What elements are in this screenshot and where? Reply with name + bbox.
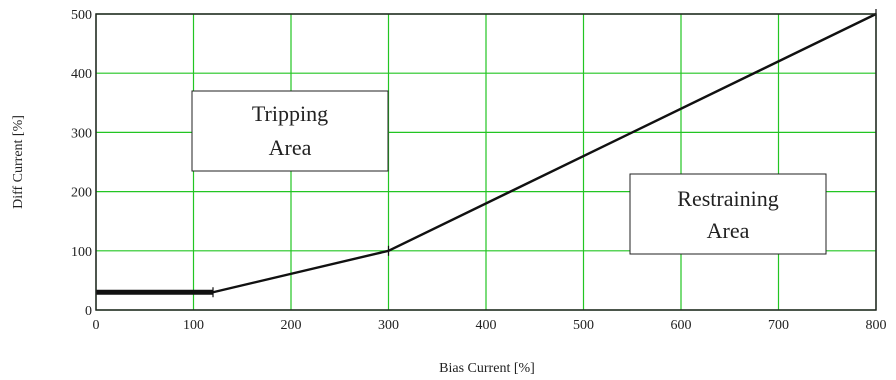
x-tick-700: 700 xyxy=(768,318,789,333)
y-axis-label: Diff Current [%] xyxy=(11,115,26,209)
y-tick-0: 0 xyxy=(85,304,92,319)
restraining-area-box: Restraining Area xyxy=(629,173,827,255)
x-tick-400: 400 xyxy=(476,318,497,333)
x-tick-labels: 0 100 200 300 400 500 600 700 800 xyxy=(93,318,887,333)
y-tick-200: 200 xyxy=(71,186,92,201)
y-tick-400: 400 xyxy=(71,67,92,82)
restraining-area-line2: Area xyxy=(707,218,750,243)
tripping-area-line2: Area xyxy=(269,135,312,160)
x-tick-300: 300 xyxy=(378,318,399,333)
x-tick-500: 500 xyxy=(573,318,594,333)
plot-frame xyxy=(95,13,877,311)
x-tick-200: 200 xyxy=(281,318,302,333)
y-tick-labels: 0 100 200 300 400 500 xyxy=(71,8,92,319)
series-layer xyxy=(96,9,877,298)
x-tick-100: 100 xyxy=(183,318,204,333)
y-tick-100: 100 xyxy=(71,245,92,260)
tripping-area-line1: Tripping xyxy=(252,101,328,126)
x-tick-800: 800 xyxy=(866,318,887,333)
tripping-area-box: Tripping Area xyxy=(191,90,389,172)
x-axis-label: Bias Current [%] xyxy=(439,361,535,376)
x-tick-0: 0 xyxy=(93,318,100,333)
restraining-area-line1: Restraining xyxy=(677,186,778,211)
x-tick-600: 600 xyxy=(671,318,692,333)
y-tick-500: 500 xyxy=(71,8,92,23)
y-tick-300: 300 xyxy=(71,126,92,141)
